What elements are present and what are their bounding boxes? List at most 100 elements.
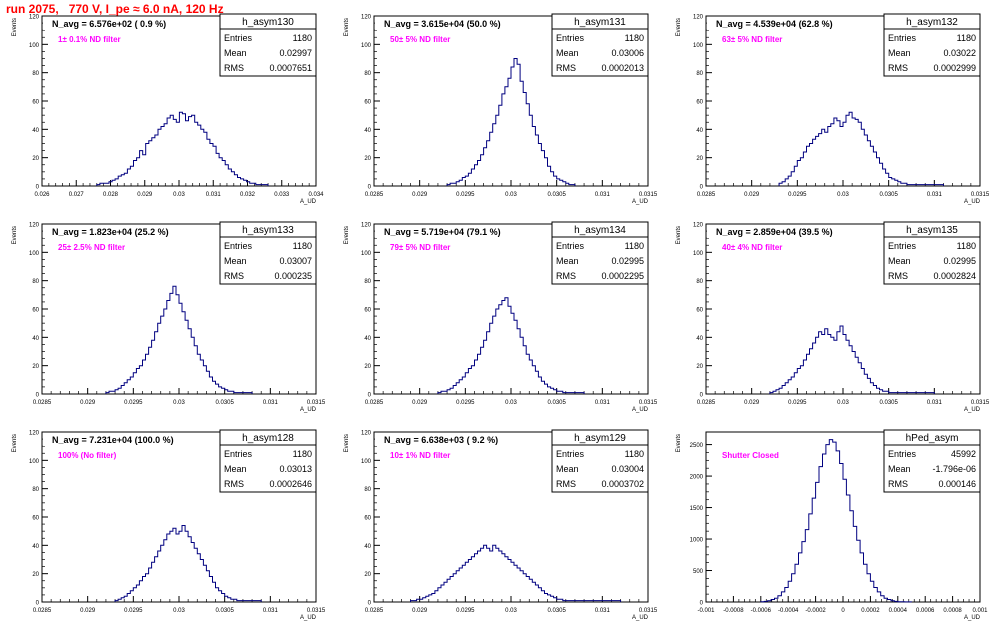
y-tick-label: 120: [361, 223, 372, 229]
x-tick-label: 0.0305: [879, 400, 898, 406]
y-tick-label: 20: [364, 156, 371, 162]
n-avg-box: [707, 225, 887, 238]
y-tick-label: 120: [693, 223, 704, 229]
filter-note: 50± 5% ND filter: [390, 35, 450, 44]
stats-title: h_asym132: [906, 17, 958, 28]
stats-box: [219, 221, 317, 285]
histogram-line: [769, 325, 935, 394]
y-tick-label: 20: [696, 364, 703, 370]
x-tick-label: 0: [841, 608, 845, 614]
x-tick-label: 0.0305: [879, 192, 898, 198]
x-tick-label: 0.033: [274, 192, 290, 198]
y-tick-label: 80: [696, 279, 703, 285]
x-tick-label: 0.03: [837, 192, 849, 198]
x-tick-label: 0.0305: [215, 608, 234, 614]
x-tick-label: 0.03: [173, 400, 185, 406]
x-tick-label: 0.0315: [639, 608, 658, 614]
x-tick-label: 0.0305: [547, 192, 566, 198]
stats-mean-label: Mean: [556, 48, 579, 58]
x-tick-label: -0.0002: [805, 608, 826, 614]
x-tick-label: 0.0315: [307, 608, 326, 614]
stats-mean-value: 0.03006: [611, 48, 644, 58]
y-tick-label: 40: [364, 128, 371, 134]
x-tick-label: 0.0004: [889, 608, 908, 614]
y-tick-label: 1500: [690, 506, 704, 512]
stats-mean-label: Mean: [556, 464, 579, 474]
x-tick-label: 0.03: [837, 400, 849, 406]
x-tick-label: 0.031: [595, 608, 611, 614]
x-tick-label: 0.026: [34, 192, 50, 198]
stats-mean-value: 0.03013: [279, 464, 312, 474]
y-axis-label: Events: [344, 434, 350, 452]
stats-title: h_asym130: [242, 17, 294, 28]
y-tick-label: 0: [36, 393, 40, 399]
y-tick-label: 80: [364, 279, 371, 285]
x-tick-label: 0.03: [505, 608, 517, 614]
stats-entries-label: Entries: [224, 241, 253, 251]
y-axis-label: Events: [12, 434, 18, 452]
x-tick-label: 0.03: [173, 192, 185, 198]
stats-rms-value: 0.000146: [938, 479, 976, 489]
y-tick-label: 20: [364, 572, 371, 578]
y-tick-label: 40: [32, 544, 39, 550]
y-tick-label: 20: [696, 156, 703, 162]
stats-rms-label: RMS: [556, 271, 576, 281]
n-avg-label: N_avg = 7.231e+04 (100.0 %): [52, 435, 174, 445]
filter-note: 1± 0.1% ND filter: [58, 35, 121, 44]
stats-mean-value: -1.796e-06: [932, 464, 976, 474]
x-tick-label: 0.034: [308, 192, 324, 198]
stats-entries-value: 1180: [957, 33, 976, 43]
y-tick-label: 60: [32, 100, 39, 106]
x-tick-label: 0.032: [240, 192, 256, 198]
x-tick-label: 0.0285: [33, 608, 52, 614]
y-tick-label: 120: [693, 15, 704, 21]
stats-box: [551, 429, 649, 493]
stats-rms-value: 0.0003702: [601, 479, 644, 489]
n-avg-box: [707, 17, 887, 30]
x-tick-label: 0.0295: [456, 608, 475, 614]
y-axis-label: Events: [676, 226, 682, 244]
stats-mean-label: Mean: [224, 464, 247, 474]
n-avg-label: N_avg = 2.859e+04 (39.5 %): [716, 227, 833, 237]
x-tick-label: 0.029: [137, 192, 153, 198]
stats-entries-label: Entries: [556, 33, 585, 43]
stats-mean-value: 0.02995: [611, 256, 644, 266]
x-axis-label: A_UD: [632, 407, 649, 413]
stats-rms-label: RMS: [224, 479, 244, 489]
y-tick-label: 60: [696, 308, 703, 314]
y-axis-label: Events: [344, 226, 350, 244]
x-tick-label: 0.0315: [639, 192, 658, 198]
y-tick-label: 80: [696, 71, 703, 77]
histogram-panel-h_asym131: 0 20 40 60 80 100 120 0.0285 0.029 0.0295 0.03 0.03…: [344, 13, 658, 205]
y-tick-label: 80: [364, 71, 371, 77]
y-tick-label: 60: [32, 308, 39, 314]
x-tick-label: 0.0285: [365, 192, 384, 198]
y-tick-label: 0: [368, 601, 372, 607]
y-tick-label: 120: [361, 431, 372, 437]
y-tick-label: 0: [36, 185, 40, 191]
y-tick-label: 60: [364, 100, 371, 106]
y-tick-label: 0: [368, 185, 372, 191]
stats-box: [219, 13, 317, 77]
stats-rms-label: RMS: [556, 63, 576, 73]
histogram-panel-h_asym130: 0 20 40 60 80 100 120 0.026 0.027 0.028 0.029 0.03 0…: [12, 13, 324, 205]
x-tick-label: 0.03: [505, 400, 517, 406]
stats-entries-value: 1180: [625, 33, 644, 43]
x-tick-label: 0.0008: [943, 608, 962, 614]
stats-entries-label: Entries: [224, 449, 253, 459]
x-tick-label: 0.031: [263, 400, 279, 406]
y-tick-label: 60: [364, 516, 371, 522]
stats-box: [551, 221, 649, 285]
stats-entries-value: 1180: [293, 33, 312, 43]
stats-entries-value: 45992: [951, 449, 976, 459]
x-axis-label: A_UD: [300, 407, 317, 413]
stats-mean-value: 0.02997: [279, 48, 312, 58]
x-tick-label: 0.0002: [861, 608, 880, 614]
x-tick-label: 0.0295: [456, 192, 475, 198]
y-tick-label: 0: [700, 601, 704, 607]
stats-rms-value: 0.0002646: [269, 479, 312, 489]
y-tick-label: 100: [693, 251, 704, 257]
histogram-line: [105, 285, 253, 394]
y-axis-label: Events: [12, 226, 18, 244]
x-tick-label: 0.0285: [365, 400, 384, 406]
